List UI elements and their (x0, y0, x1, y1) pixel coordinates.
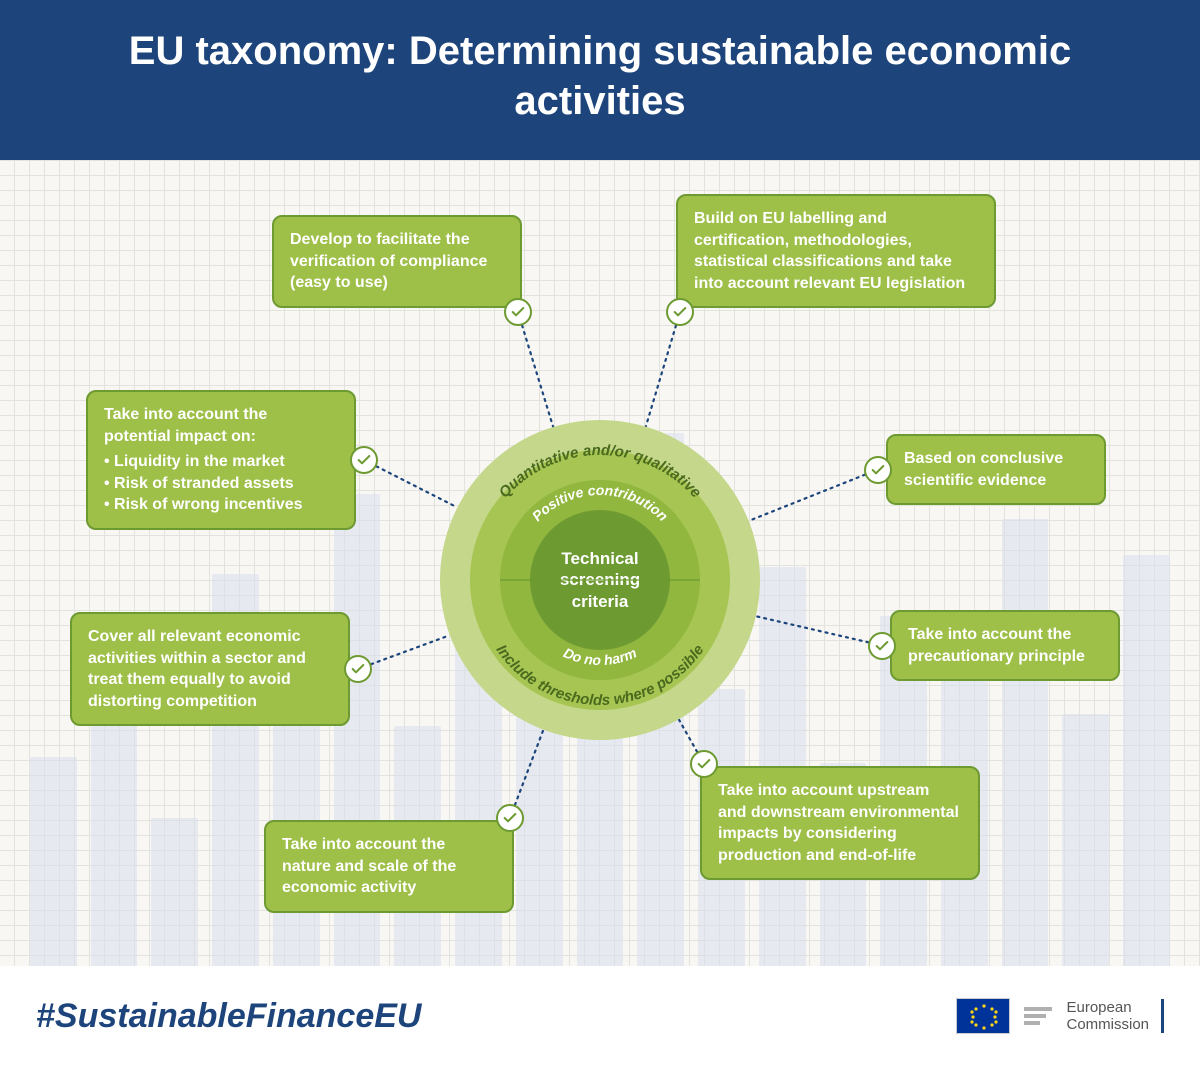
bullet-item: Liquidity in the market (104, 451, 338, 473)
criteria-box-evidence: Based on conclusive scientific evidence (886, 434, 1106, 505)
footer-bar: #SustainableFinanceEU European Commissio… (0, 966, 1200, 1066)
check-icon (690, 750, 718, 778)
check-icon (344, 655, 372, 683)
ec-bars-icon (1024, 1007, 1052, 1025)
ec-logo: European Commission (956, 998, 1164, 1034)
criteria-box-cover: Cover all relevant economic activities w… (70, 612, 350, 726)
hashtag-text: #SustainableFinanceEU (36, 997, 421, 1036)
box-text: Build on EU labelling and certification,… (694, 210, 965, 292)
svg-text:Include thresholds where possi: Include thresholds where possible (493, 642, 708, 709)
ring2-bot-label: Do no harm (561, 644, 639, 668)
eu-flag-icon (956, 998, 1010, 1034)
box-text: Take into account the nature and scale o… (282, 836, 456, 896)
box-text: Cover all relevant economic activities w… (88, 628, 306, 710)
bullet-item: Risk of wrong incentives (104, 494, 338, 516)
criteria-box-develop: Develop to facilitate the verification o… (272, 215, 522, 308)
box-text: Based on conclusive scientific evidence (904, 450, 1063, 489)
box-text: Take into account upstream and downstrea… (718, 782, 959, 864)
box-bullets: Liquidity in the marketRisk of stranded … (104, 451, 338, 516)
criteria-box-impact: Take into account the potential impact o… (86, 390, 356, 530)
ec-text-line1: European (1066, 999, 1149, 1016)
ec-text: European Commission (1066, 999, 1164, 1034)
title-banner: EU taxonomy: Determining sustainable eco… (0, 0, 1200, 160)
check-icon (864, 456, 892, 484)
hub-divider (500, 579, 700, 581)
page-title: EU taxonomy: Determining sustainable eco… (40, 26, 1160, 126)
box-text: Take into account the precautionary prin… (908, 626, 1085, 665)
criteria-box-build: Build on EU labelling and certification,… (676, 194, 996, 308)
svg-text:Do no harm: Do no harm (561, 644, 639, 668)
check-icon (350, 446, 378, 474)
criteria-box-nature: Take into account the nature and scale o… (264, 820, 514, 913)
ec-text-line2: Commission (1066, 1016, 1149, 1033)
check-icon (666, 298, 694, 326)
ring2-top-label: Positive contribution (529, 482, 672, 524)
infographic-container: EU taxonomy: Determining sustainable eco… (0, 0, 1200, 1066)
bullet-item: Risk of stranded assets (104, 473, 338, 495)
ring4-bot-label: Include thresholds where possible (493, 642, 708, 709)
check-icon (504, 298, 532, 326)
box-text: Take into account the potential impact o… (104, 406, 267, 445)
check-icon (496, 804, 524, 832)
svg-text:Positive contribution: Positive contribution (529, 482, 672, 524)
criteria-box-precaution: Take into account the precautionary prin… (890, 610, 1120, 681)
box-text: Develop to facilitate the verification o… (290, 231, 487, 291)
check-icon (868, 632, 896, 660)
criteria-box-upstream: Take into account upstream and downstrea… (700, 766, 980, 880)
main-canvas: Technical screening criteria Quantitativ… (0, 160, 1200, 970)
